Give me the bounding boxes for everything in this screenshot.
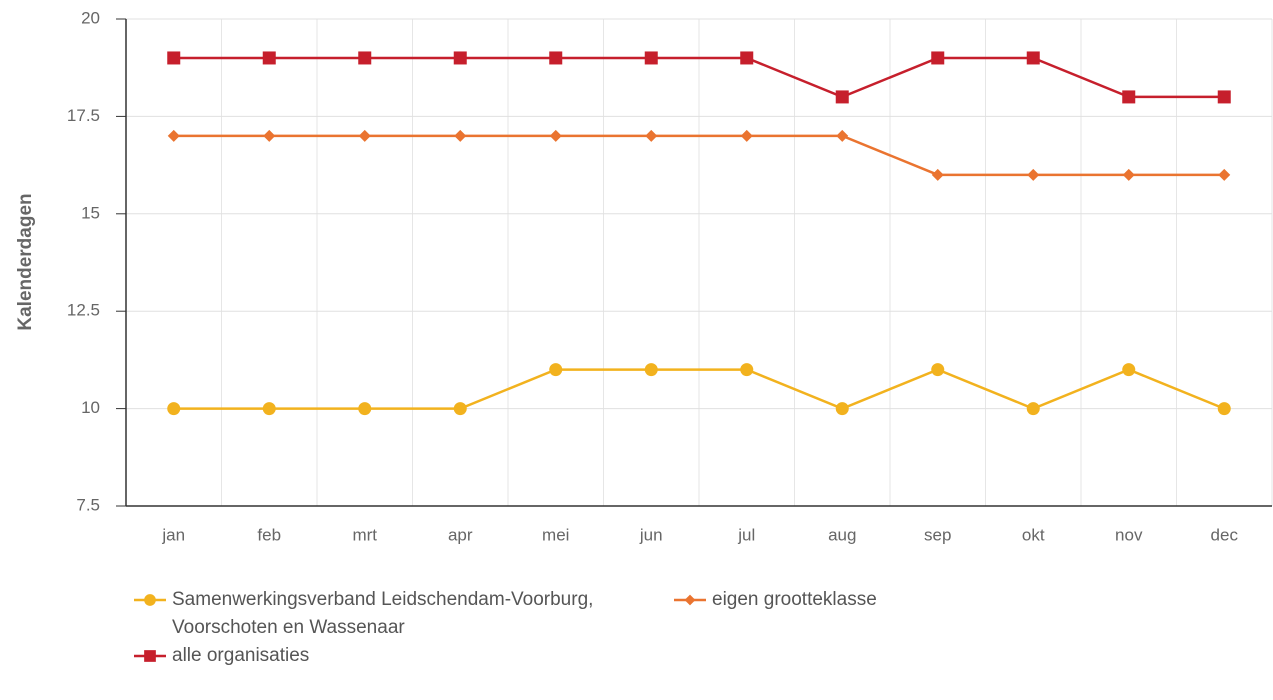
x-tick-label: jun — [639, 525, 663, 544]
series-line — [173, 134, 1225, 177]
point — [1122, 363, 1136, 377]
y-axis-label: Kalenderdagen — [15, 193, 36, 330]
legend-item[interactable]: eigen grootteklasse — [672, 586, 1212, 642]
point — [644, 51, 658, 65]
point — [453, 402, 467, 416]
point — [262, 402, 276, 416]
point — [167, 402, 181, 416]
y-tick-label: 12.5 — [67, 301, 100, 320]
legend-marker — [684, 594, 696, 606]
x-tick-label: aug — [828, 525, 856, 544]
point — [453, 51, 467, 65]
point — [263, 129, 276, 142]
x-tick-label: nov — [1115, 525, 1143, 544]
y-tick-label: 20 — [81, 8, 100, 27]
y-tick-label: 10 — [81, 398, 100, 417]
legend-marker — [144, 594, 156, 606]
point — [1026, 51, 1040, 65]
point — [835, 90, 849, 104]
point — [740, 51, 754, 65]
point — [1122, 90, 1136, 104]
point — [644, 363, 658, 377]
point — [931, 168, 944, 181]
y-tick-label: 17.5 — [67, 106, 100, 125]
point — [835, 402, 849, 416]
legend-label: eigen grootteklasse — [712, 589, 877, 610]
legend-item[interactable]: alle organisaties — [132, 642, 672, 670]
x-tick-label: mei — [542, 525, 569, 544]
legend-label: Samenwerkingsverband Leidschendam-Voorbu… — [172, 589, 594, 638]
x-tick-label: jul — [737, 525, 755, 544]
point — [358, 402, 372, 416]
point — [358, 129, 371, 142]
legend-icon — [134, 650, 166, 662]
x-tick-label: feb — [257, 525, 281, 544]
point — [740, 363, 754, 377]
point — [454, 129, 467, 142]
point — [740, 129, 753, 142]
x-tick-label: dec — [1211, 525, 1239, 544]
point — [262, 51, 276, 65]
legend-label: alle organisaties — [172, 645, 310, 666]
point — [549, 51, 563, 65]
point — [1122, 168, 1135, 181]
legend-marker — [144, 650, 156, 662]
point — [358, 51, 372, 65]
x-tick-label: apr — [448, 525, 473, 544]
legend-icon — [674, 594, 706, 606]
chart: Kalenderdagen 7.5 10 12.5 15 17.5 20 jan feb mrt… — [15, 8, 1273, 544]
point — [836, 129, 849, 142]
legend: Samenwerkingsverband Leidschendam-Voorbu… — [132, 586, 1232, 670]
legend-icon — [134, 594, 166, 606]
y-tick-label: 7.5 — [76, 495, 100, 514]
x-tick-label: mrt — [352, 525, 377, 544]
series-line — [173, 56, 1225, 99]
point — [931, 51, 945, 65]
legend-item[interactable]: Samenwerkingsverband Leidschendam-Voorbu… — [132, 586, 672, 642]
point — [1217, 90, 1231, 104]
x-tick-label: jan — [161, 525, 185, 544]
point — [167, 129, 180, 142]
point — [931, 363, 945, 377]
point — [1217, 402, 1231, 416]
point — [549, 129, 562, 142]
y-tick-label: 15 — [81, 203, 100, 222]
x-tick-label: sep — [924, 525, 951, 544]
point — [1026, 402, 1040, 416]
series-line — [173, 368, 1225, 410]
point — [1027, 168, 1040, 181]
x-tick-label: okt — [1022, 525, 1045, 544]
point — [549, 363, 563, 377]
point — [1218, 168, 1231, 181]
point — [645, 129, 658, 142]
point — [167, 51, 181, 65]
